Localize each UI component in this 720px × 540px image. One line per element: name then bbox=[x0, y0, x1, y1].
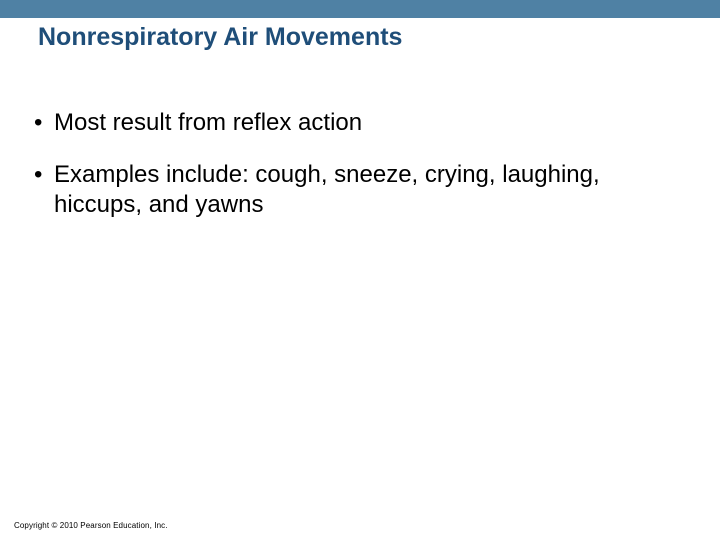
copyright-footer: Copyright © 2010 Pearson Education, Inc. bbox=[14, 521, 168, 530]
bullet-text: Examples include: cough, sneeze, crying,… bbox=[54, 160, 680, 220]
top-accent-bar bbox=[0, 0, 720, 18]
title-region: Nonrespiratory Air Movements bbox=[38, 22, 700, 52]
body-region: • Most result from reflex action • Examp… bbox=[32, 108, 680, 242]
bullet-marker: • bbox=[32, 160, 54, 190]
slide-title: Nonrespiratory Air Movements bbox=[38, 22, 700, 52]
bullet-item: • Most result from reflex action bbox=[32, 108, 680, 138]
bullet-text: Most result from reflex action bbox=[54, 108, 680, 138]
bullet-marker: • bbox=[32, 108, 54, 138]
bullet-item: • Examples include: cough, sneeze, cryin… bbox=[32, 160, 680, 220]
